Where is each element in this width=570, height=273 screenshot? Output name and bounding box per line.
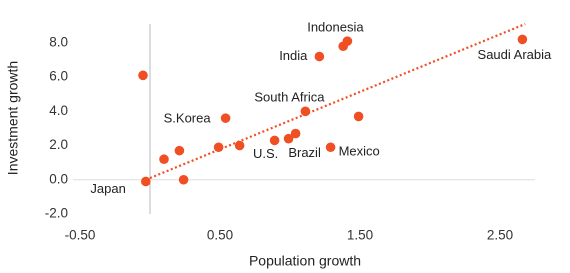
y-tick-label: 4.0	[49, 103, 68, 118]
x-tick-label: -0.50	[65, 228, 96, 243]
x-tick-label: 1.50	[347, 228, 373, 243]
point	[159, 154, 169, 165]
y-tick-label: -2.0	[45, 206, 68, 221]
point-label: Brazil	[288, 145, 321, 160]
point-label: Mexico	[339, 144, 380, 159]
point	[234, 140, 245, 151]
point	[314, 51, 325, 62]
point	[290, 128, 301, 139]
point-label: Indonesia	[307, 20, 364, 35]
y-tick-label: 6.0	[49, 69, 68, 84]
point	[141, 176, 151, 187]
point-label: Japan	[90, 181, 125, 196]
point	[325, 142, 336, 153]
y-axis-title: Investment growth	[5, 61, 21, 175]
point	[300, 106, 311, 117]
trendline	[149, 22, 526, 180]
point-label: South Africa	[254, 90, 325, 105]
point	[517, 34, 528, 45]
point	[174, 145, 185, 156]
y-tick-label: 0.0	[49, 171, 68, 186]
point-label: S.Korea	[164, 111, 212, 126]
x-tick-label: 2.50	[487, 228, 513, 243]
point	[269, 135, 280, 146]
point-label: U.S.	[253, 146, 278, 161]
point	[220, 113, 231, 123]
point	[342, 36, 353, 46]
point	[213, 142, 224, 153]
y-tick-label: 2.0	[49, 137, 68, 152]
point-label: Saudi Arabia	[478, 47, 552, 62]
x-axis-title: Population growth	[249, 253, 361, 269]
point	[178, 174, 189, 185]
point	[138, 70, 148, 81]
point	[353, 111, 364, 122]
point	[283, 133, 294, 144]
point-label: India	[279, 48, 308, 63]
y-tick-label: 8.0	[49, 34, 68, 49]
x-tick-label: 0.50	[207, 228, 233, 243]
